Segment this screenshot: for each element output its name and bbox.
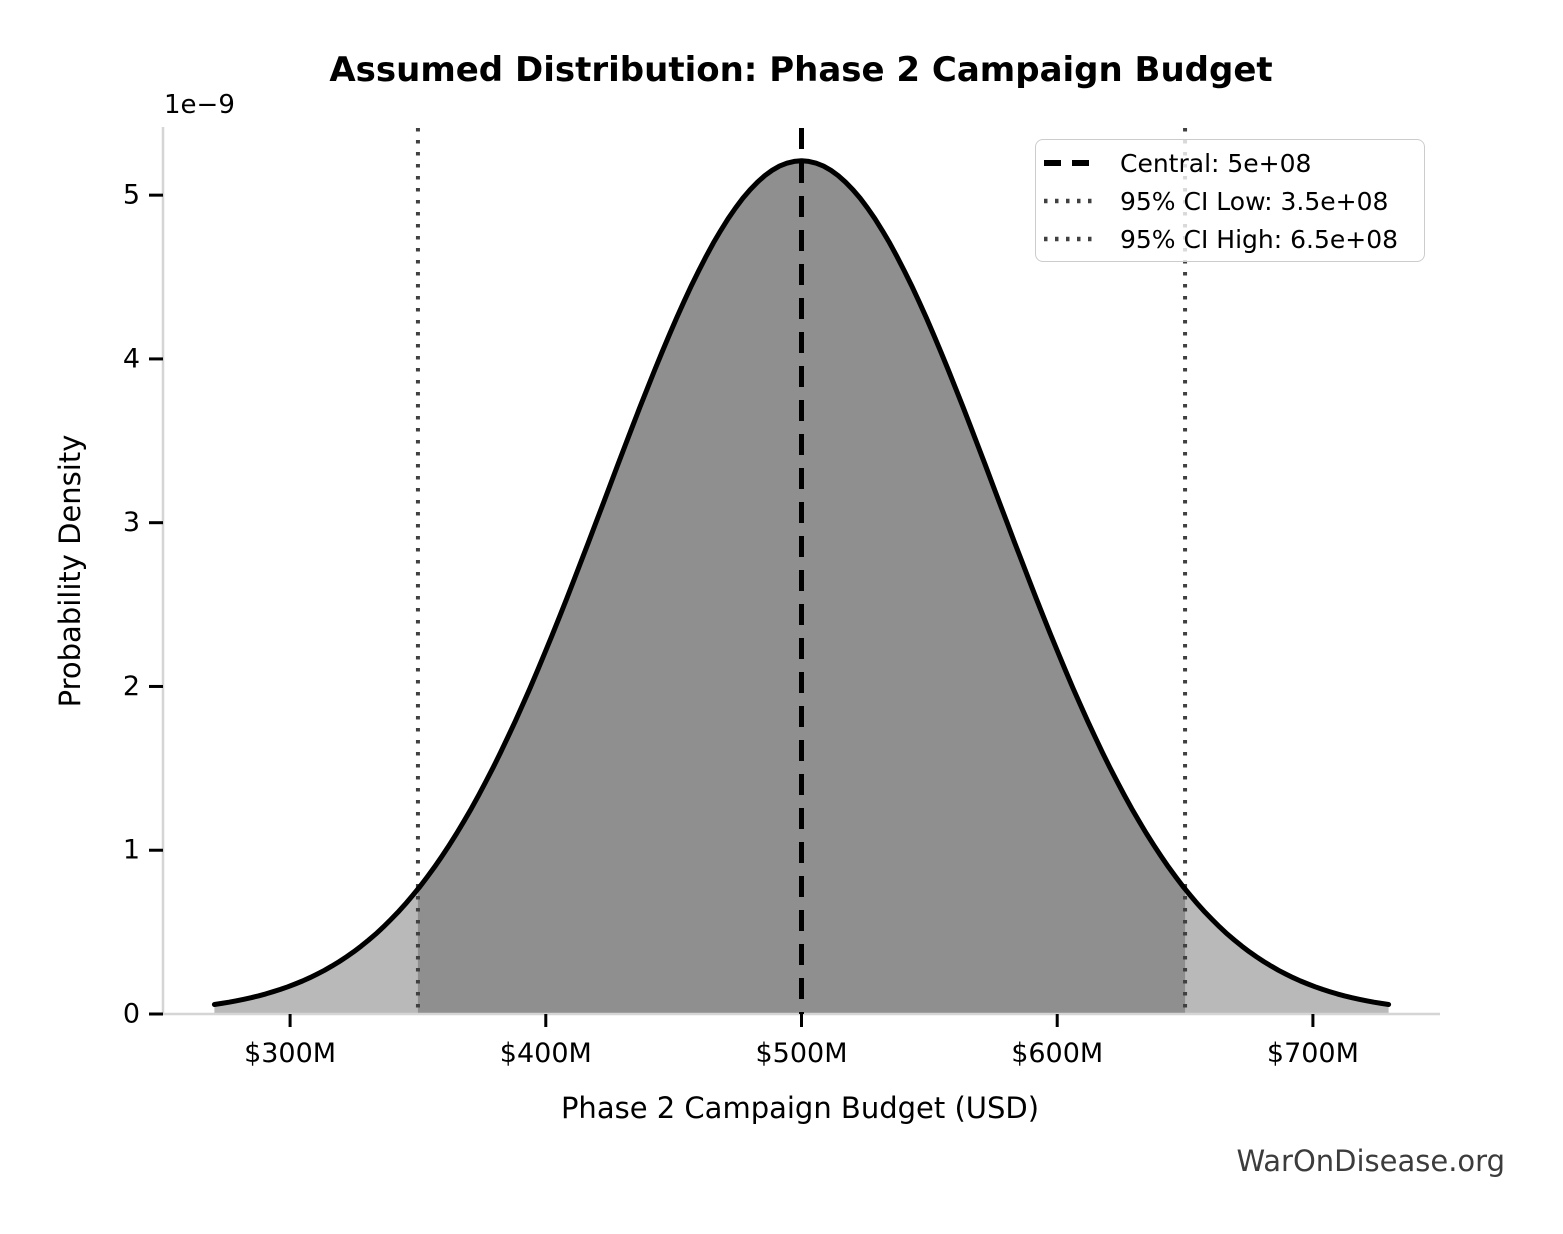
legend-label-central: Central: 5e+08	[1120, 148, 1312, 178]
x-tick-label: $700M	[1267, 1038, 1359, 1069]
dotted-line-sample-icon	[1044, 236, 1094, 242]
x-tick-label: $300M	[244, 1038, 336, 1069]
density-curve	[211, 158, 1392, 1007]
dotted-line-sample-icon	[1044, 198, 1094, 204]
legend-item-ci-high: 95% CI High: 6.5e+08	[1044, 220, 1424, 258]
y-tick-label: 2	[123, 671, 140, 702]
y-tick-label: 5	[123, 180, 140, 211]
legend-item-ci-low: 95% CI Low: 3.5e+08	[1044, 182, 1424, 220]
y-tick-label: 4	[123, 343, 140, 374]
legend-label-ci-high: 95% CI High: 6.5e+08	[1120, 224, 1399, 254]
y-axis-offset-label: 1e−9	[164, 90, 235, 120]
y-axis-label: Probability Density	[53, 434, 87, 708]
legend-label-ci-low: 95% CI Low: 3.5e+08	[1120, 186, 1389, 216]
x-tick-label: $600M	[1011, 1038, 1103, 1069]
x-tick-label: $500M	[755, 1038, 847, 1069]
y-tick-label: 0	[123, 999, 140, 1030]
legend: Central: 5e+08 95% CI Low: 3.5e+08 95% C…	[1035, 139, 1425, 262]
chart-title: Assumed Distribution: Phase 2 Campaign B…	[329, 50, 1273, 90]
dashed-line-sample-icon	[1044, 160, 1094, 166]
x-axis-label: Phase 2 Campaign Budget (USD)	[560, 1091, 1040, 1125]
watermark: WarOnDisease.org	[1236, 1144, 1505, 1178]
y-tick-label: 3	[123, 507, 140, 538]
x-tick-label: $400M	[500, 1038, 592, 1069]
y-tick-label: 1	[123, 835, 140, 866]
legend-item-central: Central: 5e+08	[1044, 144, 1424, 182]
